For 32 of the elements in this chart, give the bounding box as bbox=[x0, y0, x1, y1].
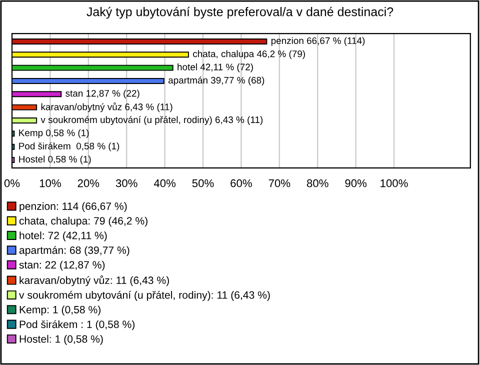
legend-label: Kemp: 1 (0,58 %) bbox=[20, 306, 100, 316]
data-label: hotel 42,11 % (72) bbox=[178, 63, 253, 72]
legend-label: penzion: 114 (66,67 %) bbox=[20, 202, 127, 212]
legend-label: apartmán: 68 (39,77 %) bbox=[19, 246, 130, 256]
legend-label: Pod širákem : 1 (0,58 %) bbox=[20, 320, 134, 330]
x-tick-label: 70% bbox=[268, 179, 290, 188]
x-tick-label: 90% bbox=[345, 179, 367, 188]
legend-label: chata, chalupa: 79 (46,2 %) bbox=[19, 216, 148, 227]
x-tick-label: 100% bbox=[380, 179, 408, 188]
legend-label: Hostel: 1 (0,58 %) bbox=[20, 334, 103, 345]
data-label: penzion 66,67 % (114) bbox=[271, 37, 365, 46]
x-tick-label: 30% bbox=[116, 179, 138, 188]
data-label: Kemp 0,58 % (1) bbox=[19, 129, 89, 138]
x-tick-label: 40% bbox=[154, 179, 176, 188]
x-tick-label: 80% bbox=[306, 179, 328, 188]
x-tick-label: 60% bbox=[230, 179, 252, 188]
data-label: apartmán 39,77 % (68) bbox=[168, 76, 264, 86]
legend-label: karavan/obytný vůz: 11 (6,43 %) bbox=[20, 275, 169, 286]
x-tick-label: 50% bbox=[192, 179, 214, 188]
x-tick-label: 0% bbox=[4, 179, 20, 188]
data-label: chata, chalupa 46,2 % (79) bbox=[193, 50, 305, 60]
chart-title: Jaký typ ubytování byste preferoval/a v dané destinaci? bbox=[86, 6, 394, 19]
legend-label: stan: 22 (12,87 %) bbox=[19, 260, 105, 271]
legend-label: hotel: 72 (42,11 %) bbox=[20, 231, 107, 242]
data-label: stan 12,87 % (22) bbox=[66, 90, 140, 99]
data-label: karavan/obytný vůz 6,43 % (11) bbox=[41, 102, 172, 112]
x-tick-label: 20% bbox=[78, 179, 100, 188]
x-tick-label: 10% bbox=[40, 179, 61, 188]
data-label: Pod širákem 0,58 % (1) bbox=[19, 142, 120, 152]
data-label: v soukromém ubytování (u přátel, rodiny) 6,43 % (11) bbox=[40, 116, 263, 125]
data-label: Hostel 0,58 % (1) bbox=[19, 156, 91, 164]
legend-label: v soukromém ubytování (u přátel, rodiny): 11 (6,43 %) bbox=[19, 290, 270, 301]
